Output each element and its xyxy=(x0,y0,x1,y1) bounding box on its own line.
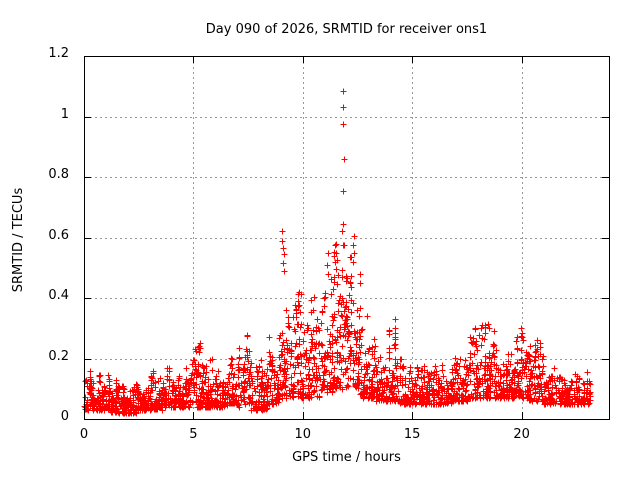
y-tick-label: 0 xyxy=(60,409,69,424)
y-tick-label: 0.6 xyxy=(48,227,69,243)
x-tick-label: 5 xyxy=(189,427,198,442)
x-tick-label: 15 xyxy=(403,427,421,442)
x-tick-label: 20 xyxy=(513,427,530,442)
y-tick-label: 0.4 xyxy=(48,288,69,303)
x-axis-label: GPS time / hours xyxy=(292,450,401,465)
x-tick-label: 10 xyxy=(294,427,312,442)
y-tick-label: 1.2 xyxy=(48,46,69,61)
axis-ticks xyxy=(84,56,609,420)
y-tick-label: 1 xyxy=(60,106,69,122)
y-tick-label: 0.2 xyxy=(48,348,69,364)
chart-title: Day 090 of 2026, SRMTID for receiver ons… xyxy=(205,22,488,37)
x-tick-label: 0 xyxy=(79,427,89,442)
scatter-points xyxy=(81,88,594,417)
plot-border xyxy=(84,56,610,420)
y-tick-label: 0.8 xyxy=(48,167,69,182)
grid-lines xyxy=(85,57,608,418)
